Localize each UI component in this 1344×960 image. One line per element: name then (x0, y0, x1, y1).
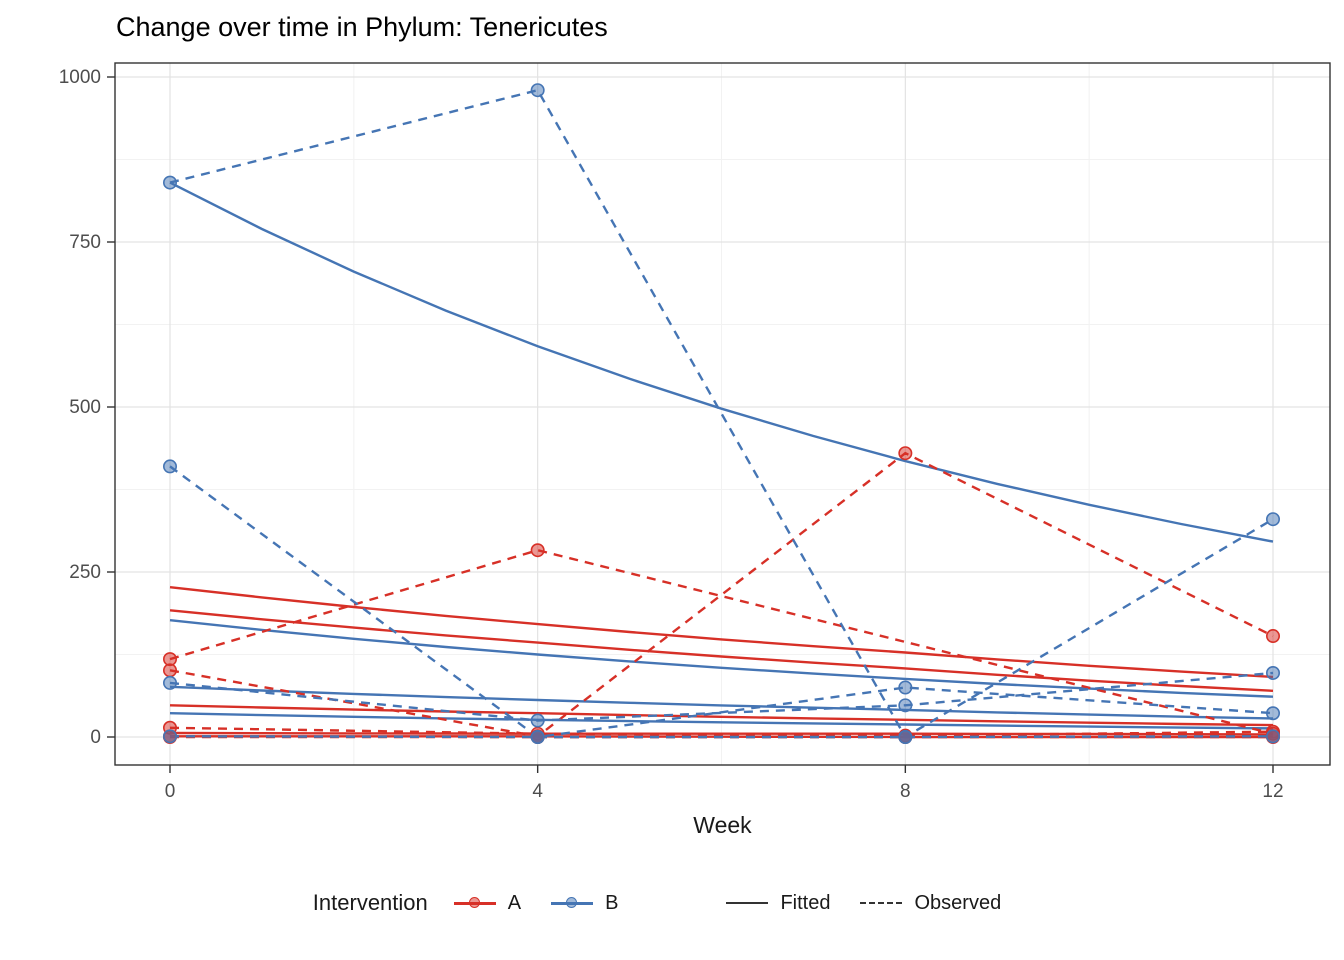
data-point-B1-w4 (530, 83, 545, 98)
y-tick-label: 0 (90, 727, 101, 748)
data-point-B2-w0 (163, 459, 178, 474)
legend-label-fitted: Fitted (780, 891, 831, 914)
legend-title: Intervention (312, 890, 428, 915)
data-point-A2-w12 (1266, 629, 1281, 644)
legend-label-observed: Observed (914, 891, 1002, 914)
data-point-B2-w12 (1266, 706, 1281, 721)
data-point-B2-w8 (898, 680, 913, 695)
legend-item-group-a: A (453, 891, 522, 915)
x-tick-label: 0 (165, 781, 176, 802)
legend-key-observed-icon (860, 896, 903, 910)
fitted-line-B4 (169, 712, 1274, 730)
plot-panel: 0 4 8 12 0 250 500 750 1000 (59, 62, 1331, 802)
data-point-B3-w0 (163, 675, 178, 690)
panel-border (114, 62, 1331, 766)
fitted-line-B1 (169, 181, 1274, 543)
x-tick-label: 12 (1262, 781, 1283, 802)
y-tick-label: 500 (69, 397, 101, 418)
fitted-line-A2 (169, 609, 1274, 692)
observed-line-A3 (169, 726, 1274, 737)
data-point-A1-w4 (530, 543, 545, 558)
x-tick-label: 8 (900, 781, 911, 802)
fitted-line-B3 (169, 685, 1274, 720)
data-point-B4-w12 (1266, 729, 1281, 744)
observed-line-B3 (169, 671, 1274, 722)
observed-line-B2 (169, 465, 1274, 739)
legend-label-a: A (507, 891, 522, 914)
data-point-B1-w0 (163, 175, 178, 190)
chart-title: Change over time in Phylum: Tenericutes (116, 12, 608, 42)
legend-key-a-icon (453, 896, 496, 910)
data-point-B3-w12 (1266, 665, 1281, 680)
data-point-B4-w8 (898, 729, 913, 744)
y-tick-label: 750 (69, 232, 101, 253)
fitted-line-A3 (169, 704, 1274, 727)
legend-item-group-b: B (551, 892, 618, 915)
data-point-B3-w4 (530, 713, 545, 728)
data-point-A2-w0 (163, 663, 178, 678)
x-tick-label: 4 (532, 781, 543, 802)
data-point-B4-w4 (530, 729, 545, 744)
data-point-B4-w0 (163, 729, 178, 744)
legend-key-b-icon (551, 896, 594, 910)
data-point-B3-w8 (898, 698, 913, 713)
y-tick-label: 250 (69, 562, 101, 583)
legend: Intervention A B Fitted Observed (0, 890, 1344, 916)
panel-background (115, 63, 1330, 765)
fitted-line-A1 (169, 586, 1274, 679)
observed-line-B1 (169, 88, 1274, 739)
y-tick-label: 1000 (59, 67, 101, 88)
legend-label-b: B (605, 891, 619, 914)
legend-item-fitted: Fitted (726, 892, 830, 915)
x-axis-title: Week (693, 812, 752, 838)
observed-line-A1 (169, 548, 1274, 735)
observed-line-B4 (169, 735, 1274, 739)
legend-key-fitted-icon (726, 896, 769, 910)
legend-item-observed: Observed (860, 892, 1001, 915)
observed-line-A2 (169, 451, 1274, 738)
data-point-B1-w12 (1266, 512, 1281, 527)
data-point-A2-w8 (898, 446, 913, 461)
